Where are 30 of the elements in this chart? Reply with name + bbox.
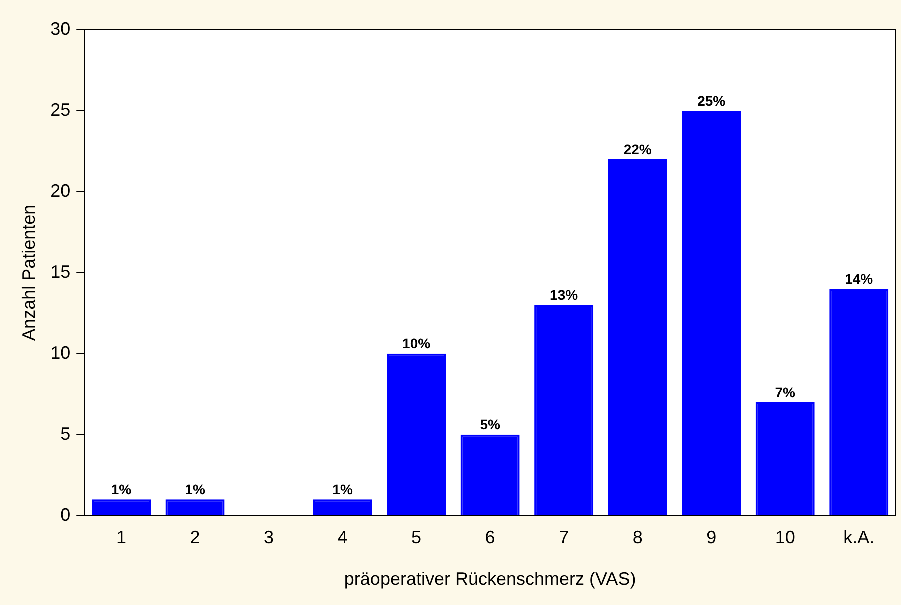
x-tick-label: 6 xyxy=(485,528,496,548)
data-label: 10% xyxy=(402,336,432,352)
data-label: 13% xyxy=(550,287,579,304)
data-label: 14% xyxy=(845,270,874,287)
y-tick-label: 30 xyxy=(50,18,71,39)
x-tick-label: 9 xyxy=(706,528,717,548)
data-label: 1% xyxy=(185,481,206,498)
data-label: 22% xyxy=(624,141,652,158)
x-tick-label: 5 xyxy=(412,528,422,548)
x-tick-label: 1 xyxy=(116,528,127,548)
data-label: 25% xyxy=(698,92,726,109)
y-tick-label: 0 xyxy=(60,504,71,525)
x-tick-label: 8 xyxy=(632,528,643,548)
x-tick-label: 7 xyxy=(559,528,570,548)
data-label: 5% xyxy=(480,416,501,433)
y-tick-label: 10 xyxy=(50,342,71,363)
y-tick-label: 25 xyxy=(50,100,71,120)
y-axis-title: Anzahl Patienten xyxy=(18,204,39,341)
x-tick-label: 4 xyxy=(338,528,348,548)
x-tick-label: 10 xyxy=(775,528,796,548)
x-tick-label: 2 xyxy=(190,528,200,548)
x-tick-label: k.A. xyxy=(844,528,875,548)
y-tick-label: 15 xyxy=(50,262,71,282)
x-axis-title: präoperativer Rückenschmerz (VAS) xyxy=(344,569,636,590)
data-label: 1% xyxy=(332,481,354,498)
y-tick-label: 5 xyxy=(60,424,71,444)
data-label: 7% xyxy=(775,384,796,400)
x-tick-label: 3 xyxy=(264,528,274,548)
y-tick-label: 20 xyxy=(50,180,71,201)
data-label: 1% xyxy=(111,481,132,498)
